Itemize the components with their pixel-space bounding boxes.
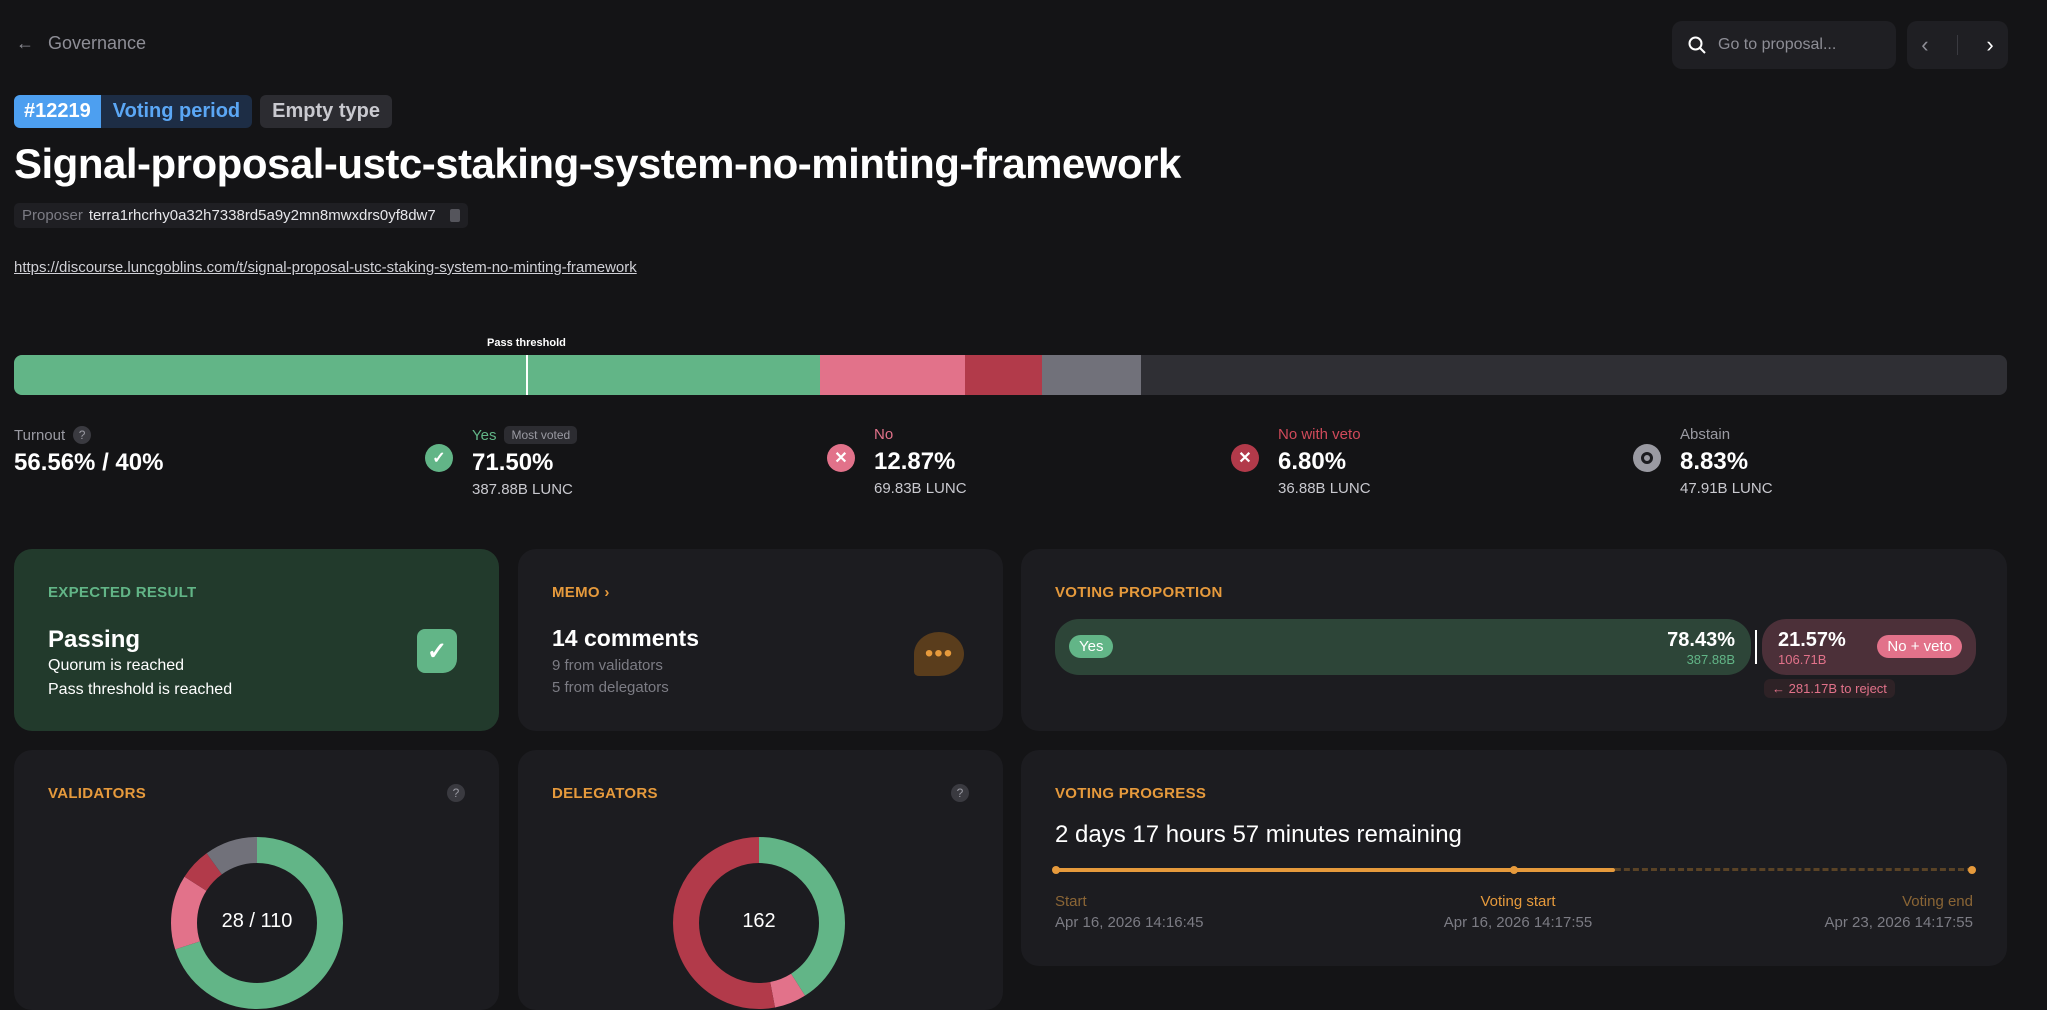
type-badge: Empty type <box>260 95 392 128</box>
donut-slice-no <box>171 837 343 1009</box>
most-voted-badge: Most voted <box>504 426 578 444</box>
proposal-id-badge: #12219 <box>14 95 101 128</box>
tally-segment-no_with_veto <box>965 355 1042 395</box>
page-title: Signal-proposal-ustc-staking-system-no-m… <box>14 140 1181 187</box>
copy-icon[interactable] <box>449 209 460 222</box>
discussion-link[interactable]: https://discourse.luncgoblins.com/t/sign… <box>14 259 637 276</box>
check-badge-icon: ✓ <box>417 629 457 673</box>
chevron-right-icon: › <box>604 584 610 601</box>
no-proportion-bar: 21.57% 106.71B No + veto <box>1762 619 1976 675</box>
check-icon: ✓ <box>425 444 453 472</box>
start-dot <box>1052 866 1060 874</box>
help-icon[interactable]: ? <box>447 784 465 802</box>
help-icon[interactable]: ? <box>73 426 92 444</box>
to-reject-badge: ← 281.17B to reject <box>1764 679 1895 698</box>
tally-bar <box>14 355 2007 395</box>
delegators-card: DELEGATORS ? 162 <box>518 750 1003 1010</box>
prev-button[interactable]: ‹ <box>1921 32 1929 57</box>
search-icon <box>1688 36 1706 54</box>
donut-slice-abstain <box>171 837 343 1009</box>
back-link[interactable]: ← Governance <box>16 33 147 53</box>
memo-card[interactable]: MEMO › 14 comments 9 from validators 5 f… <box>518 549 1003 731</box>
status-badge: Voting period <box>100 95 253 128</box>
veto-stat: ✕ No with veto 6.80% 36.88B LUNC <box>1231 426 1371 497</box>
arrow-left-icon: ← <box>16 33 34 53</box>
x-icon: ✕ <box>827 444 855 472</box>
yes-stat: ✓ Yes Most voted 71.50% 387.88B LUNC <box>425 426 578 498</box>
no-stat: ✕ No 12.87% 69.83B LUNC <box>827 426 967 497</box>
arrow-left-icon: ← <box>1772 681 1789 696</box>
voting-progress-card: VOTING PROGRESS 2 days 17 hours 57 minut… <box>1021 750 2007 966</box>
turnout-stat: Turnout? 56.56% / 40% <box>14 426 164 476</box>
tally-segment-abstain <box>1041 355 1142 395</box>
help-icon[interactable]: ? <box>951 784 969 802</box>
threshold-label: Pass threshold <box>487 337 566 349</box>
search-input[interactable]: Go to proposal... <box>1672 21 1896 69</box>
proposer: Proposer terra1rhcrhy0a32h7338rd5a9y2mn8m… <box>14 203 468 228</box>
next-button[interactable]: › <box>1986 32 1994 57</box>
pass-threshold-line <box>526 355 529 395</box>
chat-bubble-icon: ••• <box>914 632 964 676</box>
threshold-marker <box>1755 630 1757 664</box>
circle-icon <box>1633 444 1661 472</box>
abstain-stat: Abstain 8.83% 47.91B LUNC <box>1633 426 1773 497</box>
tally-segment-no <box>819 355 966 395</box>
voting-start-dot <box>1510 866 1518 874</box>
validators-card: VALIDATORS ? 28 / 110 <box>14 750 499 1010</box>
expected-result-card: EXPECTED RESULT Passing Quorum is reache… <box>14 549 499 731</box>
x-icon: ✕ <box>1231 444 1259 472</box>
voting-end-dot <box>1968 866 1976 874</box>
divider <box>1956 35 1958 55</box>
progress-timeline <box>1052 866 1976 874</box>
yes-proportion-bar: Yes 78.43% 387.88B <box>1055 619 1751 675</box>
tally-segment-yes <box>14 355 820 395</box>
